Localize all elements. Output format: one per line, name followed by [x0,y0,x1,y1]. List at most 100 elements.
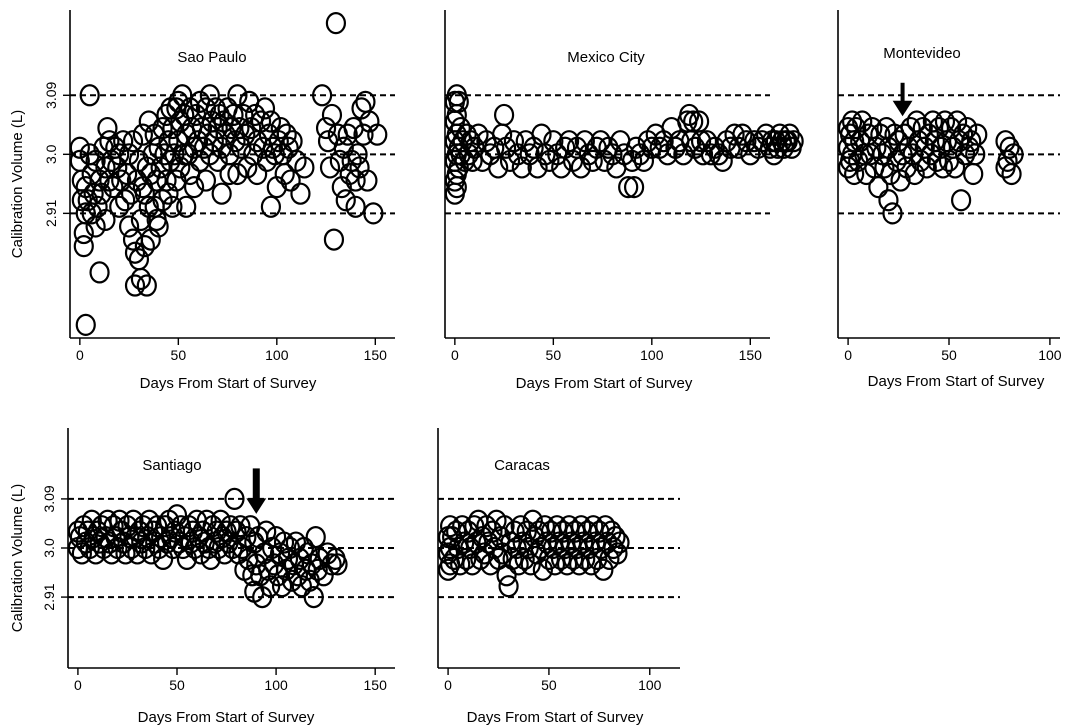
santiago-x-tick-label: 100 [264,677,288,693]
sao-paulo-data-point [89,169,110,192]
montevideo-data-point [967,123,988,146]
panel-sao-paulo: Sao Paulo Days From Start of Survey 0 50 1… [9,10,395,392]
mexico-city-data-point [779,123,800,146]
sao-paulo-data-point [195,169,217,192]
mexico-city-data-point [488,156,509,179]
sao-paulo-data-point [247,162,268,186]
caracas-data-point [607,542,628,565]
caracas-x-tick-label: 0 [444,677,452,693]
santiago-data-point [295,558,316,581]
sao-paulo-data-point [109,195,130,218]
sao-paulo-data-point [183,176,205,199]
panel-caracas: Caracas Days From Start of Survey 0 50 100 [437,428,680,726]
sao-paulo-data-point [315,116,337,140]
sao-paulo-data-point [146,169,167,192]
caracas-points [437,509,630,598]
santiago-data-point [210,509,231,532]
sao-paulo-data-point [227,84,248,107]
sao-paulo-data-point [294,156,315,179]
sao-paulo-data-point [353,123,374,146]
sao-paulo-data-point [347,143,368,166]
sao-paulo-data-point [162,195,183,218]
montevideo-arrow-head [892,100,913,117]
caracas-x-tick-label: 100 [638,677,662,693]
mexico-city-x-tick-label: 50 [546,347,562,363]
caracas-data-point [609,531,630,554]
mexico-city-data-point [448,156,469,179]
mexico-city-points [444,84,804,205]
sao-paulo-data-point [227,162,248,186]
santiago-data-point [264,553,285,576]
mexico-city-data-point [493,103,515,127]
mexico-city-data-point [462,149,483,172]
santiago-data-point [155,515,176,538]
caracas-x-axis-label: Days From Start of Survey [467,709,644,726]
sao-paulo-data-point [235,123,256,146]
montevideo-data-point [888,130,909,153]
caracas-data-point [444,547,465,571]
montevideo-data-point [916,156,937,179]
montevideo-x-tick-label: 0 [844,347,852,363]
caracas-data-point [440,515,461,538]
caracas-data-point [508,553,529,576]
sao-paulo-data-point [134,182,155,205]
mexico-city-data-point [724,123,745,146]
sao-paulo-data-point [107,156,128,179]
sao-paulo-data-point [323,228,345,251]
montevideo-data-point [844,162,865,186]
caracas-data-point [510,515,531,538]
mexico-city-data-point [623,176,645,199]
sao-paulo-data-point [132,123,153,146]
santiago-x-tick-label: 50 [169,677,185,693]
santiago-data-point [147,515,168,538]
santiago-data-point [321,553,342,576]
sao-paulo-data-point [274,162,295,186]
caracas-data-point [512,531,533,554]
sao-paulo-data-point [89,261,110,284]
sao-paulo-data-point [329,149,350,172]
caracas-data-point [478,531,499,554]
sao-paulo-x-tick-label: 0 [76,347,84,363]
caracas-data-point [569,553,590,576]
montevideo-data-point [890,169,911,192]
sao-paulo-data-point [136,156,157,179]
montevideo-data-point [878,189,899,212]
santiago-data-point [77,520,98,543]
santiago-x-axis-label: Days From Start of Survey [138,709,315,726]
mexico-city-data-point [736,130,757,153]
mexico-city-data-point [446,176,467,199]
sao-paulo-data-point [120,182,142,205]
sao-paulo-data-point [237,156,258,179]
sao-paulo-data-point [136,274,157,297]
sao-paulo-data-point [260,110,282,133]
sao-paulo-x-tick-label: 150 [364,347,388,363]
sao-paulo-data-point [130,267,152,291]
santiago-data-point [305,525,326,549]
sao-paulo-data-point [357,169,378,192]
sao-paulo-data-point [321,103,343,127]
mexico-city-data-point [618,176,639,199]
caracas-data-point [532,558,553,581]
sao-paulo-data-point [260,195,282,218]
santiago-y-axis-label: Calibration Volume (L) [9,484,26,632]
caracas-data-point [558,515,580,538]
santiago-data-point [182,520,203,543]
montevideo-data-point [999,136,1020,159]
sao-paulo-data-point [152,116,173,140]
sao-paulo-data-point [280,169,301,192]
santiago-points [67,487,348,609]
montevideo-data-point [955,143,976,166]
montevideo-data-point [846,116,867,140]
caracas-data-point [571,515,592,538]
sao-paulo-x-tick-label: 100 [265,347,289,363]
santiago-data-point [133,515,154,538]
sao-paulo-data-point [160,149,181,172]
sao-paulo-data-point [337,123,358,146]
montevideo-points [837,110,1024,225]
montevideo-data-point [944,156,966,179]
mexico-city-data-point [448,90,469,113]
santiago-data-point [123,509,144,532]
sao-paulo-data-point [75,313,96,336]
santiago-data-point [166,504,188,527]
sao-paulo-data-point [115,189,136,212]
